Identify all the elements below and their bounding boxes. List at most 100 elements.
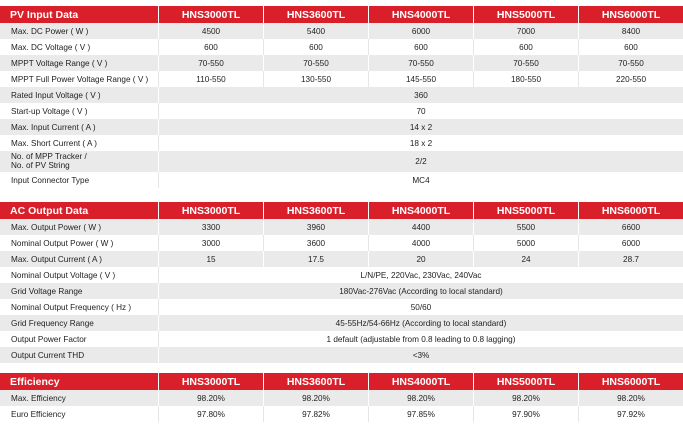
cell-value: 70-550 xyxy=(578,55,683,71)
model-header: HNS3600TL xyxy=(263,202,368,219)
ac-output-table: AC Output Data HNS3000TL HNS3600TL HNS40… xyxy=(0,202,683,363)
cell-value-merged: 2/2 xyxy=(158,151,683,172)
cell-value-merged: <3% xyxy=(158,347,683,363)
cell-value: 600 xyxy=(578,39,683,55)
cell-value: 24 xyxy=(473,251,578,267)
model-header: HNS4000TL xyxy=(368,202,473,219)
cell-value-merged: 14 x 2 xyxy=(158,119,683,135)
table-row: No. of MPP Tracker / No. of PV String 2/2 xyxy=(0,151,683,172)
table-row: MPPT Full Power Voltage Range ( V ) 110-… xyxy=(0,71,683,87)
row-label: Nominal Output Power ( W ) xyxy=(0,235,158,251)
table-row: Start-up Voltage ( V ) 70 xyxy=(0,103,683,119)
table-row: Nominal Output Voltage ( V ) L/N/PE, 220… xyxy=(0,267,683,283)
cell-value-merged: 70 xyxy=(158,103,683,119)
table-row: Rated Input Voltage ( V ) 360 xyxy=(0,87,683,103)
table-row: Max. Output Power ( W ) 3300 3960 4400 5… xyxy=(0,219,683,235)
cell-value: 70-550 xyxy=(368,55,473,71)
cell-value: 97.85% xyxy=(368,406,473,422)
row-label: Max. Short Current ( A ) xyxy=(0,135,158,151)
model-header: HNS3000TL xyxy=(158,373,263,390)
cell-value: 4000 xyxy=(368,235,473,251)
table-row: Max. Short Current ( A ) 18 x 2 xyxy=(0,135,683,151)
table-row: Grid Voltage Range 180Vac-276Vac (Accord… xyxy=(0,283,683,299)
row-label-line: No. of MPP Tracker / xyxy=(11,152,87,161)
cell-value: 180-550 xyxy=(473,71,578,87)
efficiency-table: Efficiency HNS3000TL HNS3600TL HNS4000TL… xyxy=(0,373,683,422)
cell-value: 70-550 xyxy=(473,55,578,71)
section-title: Efficiency xyxy=(0,373,158,390)
cell-value-merged: L/N/PE, 220Vac, 230Vac, 240Vac xyxy=(158,267,683,283)
cell-value: 28.7 xyxy=(578,251,683,267)
row-label: Rated Input Voltage ( V ) xyxy=(0,87,158,103)
cell-value: 20 xyxy=(368,251,473,267)
cell-value: 110-550 xyxy=(158,71,263,87)
model-header: HNS6000TL xyxy=(578,6,683,23)
row-label: Euro Efficiency xyxy=(0,406,158,422)
row-label: MPPT Full Power Voltage Range ( V ) xyxy=(0,71,158,87)
cell-value: 5400 xyxy=(263,23,368,39)
cell-value: 70-550 xyxy=(263,55,368,71)
cell-value: 600 xyxy=(263,39,368,55)
cell-value: 6000 xyxy=(368,23,473,39)
section-title: AC Output Data xyxy=(0,202,158,219)
table-row: Output Current THD <3% xyxy=(0,347,683,363)
table-row: Output Power Factor 1 default (adjustabl… xyxy=(0,331,683,347)
cell-value-merged: MC4 xyxy=(158,172,683,188)
table-row: Input Connector Type MC4 xyxy=(0,172,683,188)
model-header: HNS5000TL xyxy=(473,6,578,23)
cell-value: 98.20% xyxy=(263,390,368,406)
table-row: Max. Efficiency 98.20% 98.20% 98.20% 98.… xyxy=(0,390,683,406)
cell-value: 6600 xyxy=(578,219,683,235)
table-row: Grid Frequency Range 45-55Hz/54-66Hz (Ac… xyxy=(0,315,683,331)
cell-value: 3000 xyxy=(158,235,263,251)
cell-value: 600 xyxy=(158,39,263,55)
cell-value: 5000 xyxy=(473,235,578,251)
cell-value: 220-550 xyxy=(578,71,683,87)
model-header: HNS6000TL xyxy=(578,373,683,390)
row-label: Start-up Voltage ( V ) xyxy=(0,103,158,119)
cell-value-merged: 45-55Hz/54-66Hz (According to local stan… xyxy=(158,315,683,331)
cell-value: 600 xyxy=(473,39,578,55)
model-header: HNS3000TL xyxy=(158,202,263,219)
ac-output-header-row: AC Output Data HNS3000TL HNS3600TL HNS40… xyxy=(0,202,683,219)
cell-value-merged: 50/60 xyxy=(158,299,683,315)
cell-value-merged: 180Vac-276Vac (According to local standa… xyxy=(158,283,683,299)
cell-value: 3600 xyxy=(263,235,368,251)
cell-value: 4500 xyxy=(158,23,263,39)
row-label: Max. Output Power ( W ) xyxy=(0,219,158,235)
cell-value: 6000 xyxy=(578,235,683,251)
cell-value: 70-550 xyxy=(158,55,263,71)
table-row: Nominal Output Power ( W ) 3000 3600 400… xyxy=(0,235,683,251)
table-row: Nominal Output Frequency ( Hz ) 50/60 xyxy=(0,299,683,315)
model-header: HNS4000TL xyxy=(368,6,473,23)
model-header: HNS6000TL xyxy=(578,202,683,219)
cell-value: 98.20% xyxy=(578,390,683,406)
row-label: Output Power Factor xyxy=(0,331,158,347)
row-label: Nominal Output Frequency ( Hz ) xyxy=(0,299,158,315)
efficiency-header-row: Efficiency HNS3000TL HNS3600TL HNS4000TL… xyxy=(0,373,683,390)
row-label: No. of MPP Tracker / No. of PV String xyxy=(0,151,158,172)
row-label: Max. Output Current ( A ) xyxy=(0,251,158,267)
model-header: HNS4000TL xyxy=(368,373,473,390)
model-header: HNS3600TL xyxy=(263,6,368,23)
pv-input-table: PV Input Data HNS3000TL HNS3600TL HNS400… xyxy=(0,6,683,188)
row-label: Nominal Output Voltage ( V ) xyxy=(0,267,158,283)
row-label: MPPT Voltage Range ( V ) xyxy=(0,55,158,71)
cell-value: 17.5 xyxy=(263,251,368,267)
cell-value: 97.90% xyxy=(473,406,578,422)
cell-value: 8400 xyxy=(578,23,683,39)
row-label: Input Connector Type xyxy=(0,172,158,188)
cell-value: 7000 xyxy=(473,23,578,39)
cell-value: 4400 xyxy=(368,219,473,235)
model-header: HNS3000TL xyxy=(158,6,263,23)
cell-value-merged: 360 xyxy=(158,87,683,103)
cell-value: 130-550 xyxy=(263,71,368,87)
row-label: Max. Efficiency xyxy=(0,390,158,406)
table-row: Max. DC Voltage ( V ) 600 600 600 600 60… xyxy=(0,39,683,55)
model-header: HNS5000TL xyxy=(473,202,578,219)
cell-value: 600 xyxy=(368,39,473,55)
section-title: PV Input Data xyxy=(0,6,158,23)
cell-value: 3300 xyxy=(158,219,263,235)
table-row: Max. Input Current ( A ) 14 x 2 xyxy=(0,119,683,135)
